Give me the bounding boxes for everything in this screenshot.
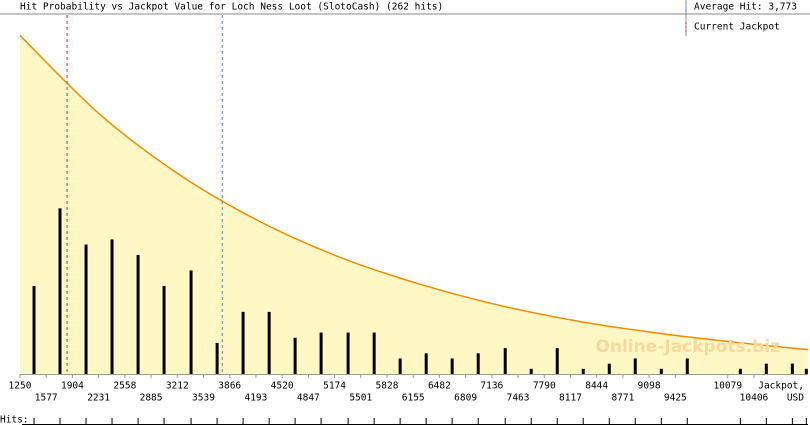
x-tick-label: 8444 — [585, 381, 608, 392]
x-tick-label: 6155 — [402, 393, 425, 404]
x-tick-label: 3539 — [192, 393, 215, 404]
bar — [32, 286, 36, 374]
bar — [241, 311, 245, 374]
watermark: Online-Jackpots.biz — [595, 337, 780, 357]
x-tick-label: 5828 — [376, 381, 399, 392]
x-tick-label: 9425 — [664, 393, 687, 404]
bar — [685, 358, 689, 374]
bar — [110, 239, 114, 374]
x-tick-label: 3866 — [218, 381, 241, 392]
bar — [189, 270, 193, 374]
x-tick-label: 7136 — [480, 381, 503, 392]
bar — [162, 286, 166, 374]
bar — [476, 353, 480, 374]
chart-title: Hit Probability vs Jackpot Value for Loc… — [20, 2, 443, 13]
x-tick-label: 9098 — [638, 381, 661, 392]
rug-label: Hits: — [0, 415, 29, 425]
legend-label: Current Jackpot — [694, 22, 780, 33]
x-tick-label: 5501 — [349, 393, 372, 404]
x-tick-label: 10406 — [740, 393, 769, 404]
bar — [84, 244, 88, 374]
x-tick-label: 4847 — [297, 393, 320, 404]
x-axis-label: Jackpot, — [758, 381, 804, 392]
x-tick-label: 10079 — [713, 381, 742, 392]
bar — [555, 348, 559, 374]
x-tick-label: 1250 — [9, 381, 32, 392]
x-tick-label: 8771 — [611, 393, 634, 404]
x-axis-label: USD — [787, 393, 804, 404]
x-tick-label: 3212 — [166, 381, 189, 392]
bar — [659, 368, 663, 374]
bar — [293, 337, 297, 374]
bar — [58, 208, 62, 374]
bar — [372, 332, 376, 374]
x-tick-label: 6482 — [428, 381, 451, 392]
bar — [136, 254, 140, 374]
x-tick-label: 2231 — [87, 393, 110, 404]
bar — [215, 342, 219, 374]
bar — [450, 358, 454, 374]
bar — [346, 332, 350, 374]
x-tick-label: 2885 — [140, 393, 163, 404]
bar — [267, 311, 271, 374]
bar — [738, 368, 742, 374]
x-tick-label: 7463 — [507, 393, 530, 404]
bar — [764, 363, 768, 374]
bar — [319, 332, 323, 374]
x-tick-label: 8117 — [559, 393, 582, 404]
probability-area — [20, 35, 808, 374]
x-tick-label: 6809 — [454, 393, 477, 404]
bar — [633, 358, 637, 374]
x-tick-label: 1904 — [61, 381, 84, 392]
bar — [503, 348, 507, 374]
x-tick-label: 4193 — [244, 393, 267, 404]
bar — [529, 368, 533, 374]
x-tick-label: 2558 — [113, 381, 136, 392]
bar — [607, 363, 611, 374]
plot-area: Online-Jackpots.biz — [19, 15, 809, 374]
x-tick-label: 4520 — [271, 381, 294, 392]
bar — [804, 368, 808, 374]
legend-label: Average Hit: 3,773 — [694, 2, 797, 13]
bar — [424, 353, 428, 374]
x-tick-label: 5174 — [323, 381, 346, 392]
bar — [398, 358, 402, 374]
bar — [790, 363, 794, 374]
bar — [581, 368, 585, 374]
x-tick-label: 1577 — [35, 393, 58, 404]
probability-curve — [19, 34, 809, 351]
x-tick-label: 7790 — [533, 381, 556, 392]
